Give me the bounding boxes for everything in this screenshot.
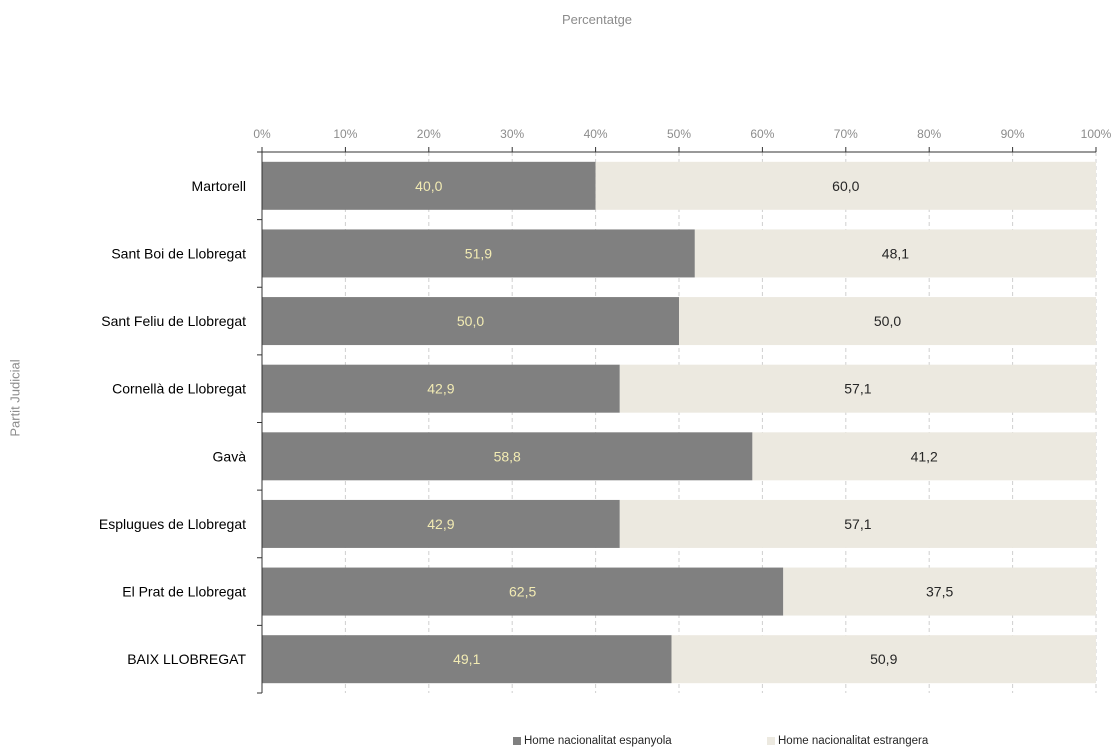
bars [262, 161, 1096, 684]
data-label: 42,9 [427, 516, 454, 532]
legend-swatch [513, 737, 521, 745]
bar-segment [619, 364, 1096, 413]
bar-segment [671, 635, 1096, 684]
x-tick-label: 70% [834, 127, 858, 141]
data-label: 49,1 [453, 651, 480, 667]
bar-segment [262, 229, 695, 278]
category-label: El Prat de Llobregat [122, 584, 246, 600]
x-tick-label: 40% [584, 127, 608, 141]
x-tick-label: 100% [1081, 127, 1112, 141]
data-label: 42,9 [427, 381, 454, 397]
bar-segment [262, 432, 753, 481]
x-tick-label: 90% [1001, 127, 1025, 141]
data-label: 40,0 [415, 178, 442, 194]
x-tick-label: 30% [500, 127, 524, 141]
data-label: 41,2 [911, 448, 938, 464]
x-tick-label: 10% [333, 127, 357, 141]
category-label: Sant Feliu de Llobregat [101, 313, 246, 329]
labels: 0% 10% 20% 30% 40% 50% 60% 70% 80% 90% 100% 40,0 60,… [99, 127, 1112, 667]
bar-segment [783, 567, 1096, 616]
category-label: Gavà [213, 448, 247, 464]
y-axis-title: Partit Judicial [7, 359, 22, 436]
data-label: 57,1 [844, 516, 871, 532]
axes [257, 147, 1097, 694]
bar-segment [262, 567, 784, 616]
y-axis-title-group: Partit Judicial [7, 359, 22, 436]
category-label: Martorell [192, 178, 246, 194]
data-label: 48,1 [882, 245, 909, 261]
legend-label: Home nacionalitat estrangera [778, 735, 929, 747]
data-label: 62,5 [509, 584, 536, 600]
legend-swatch [767, 737, 775, 745]
category-label: Cornellà de Llobregat [112, 381, 246, 397]
data-label: 57,1 [844, 381, 871, 397]
data-label: 50,0 [874, 313, 901, 329]
x-tick-label: 50% [667, 127, 691, 141]
bar-segment [262, 635, 672, 684]
x-tick-label: 80% [917, 127, 941, 141]
bar-segment [752, 432, 1096, 481]
bar-segment [262, 161, 596, 210]
data-label: 50,9 [870, 651, 897, 667]
bar-segment [619, 499, 1096, 548]
data-label: 58,8 [494, 448, 521, 464]
data-label: 60,0 [832, 178, 859, 194]
data-label: 37,5 [926, 584, 953, 600]
data-label: 50,0 [457, 313, 484, 329]
category-label: Esplugues de Llobregat [99, 516, 246, 532]
x-tick-label: 0% [253, 127, 271, 141]
bar-segment [595, 161, 1096, 210]
x-axis-title: Percentatge [562, 12, 632, 27]
legend: Home nacionalitat espanyola Home nacional… [513, 735, 929, 747]
bar-segment [694, 229, 1096, 278]
bar-segment [679, 297, 1096, 346]
legend-label: Home nacionalitat espanyola [524, 735, 672, 747]
bar-segment [262, 297, 679, 346]
category-label: BAIX LLOBREGAT [127, 651, 246, 667]
category-label: Sant Boi de Llobregat [111, 245, 246, 261]
bar-segment [262, 499, 620, 548]
x-tick-label: 60% [750, 127, 774, 141]
bar-segment [262, 364, 620, 413]
x-tick-label: 20% [417, 127, 441, 141]
data-label: 51,9 [465, 245, 492, 261]
